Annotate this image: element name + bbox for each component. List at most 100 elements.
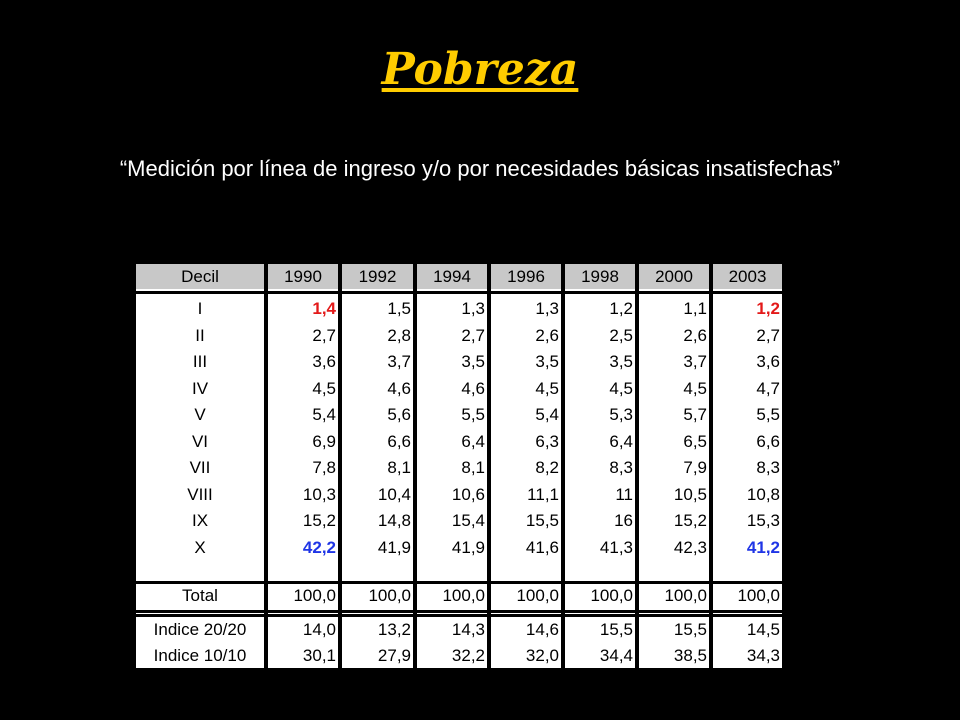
row-label: VII bbox=[189, 458, 211, 477]
table-cell: 10,6 bbox=[451, 484, 485, 504]
index-cell: 14,0 bbox=[302, 620, 336, 639]
index-cell: 14,3 bbox=[451, 620, 485, 639]
total-cell: 100,0 bbox=[737, 586, 780, 605]
table-cell: 1,3 bbox=[461, 299, 485, 318]
table-cell: 4,6 bbox=[387, 378, 411, 398]
header-year: 1994 bbox=[417, 264, 487, 289]
table-cell: 3,5 bbox=[535, 352, 559, 371]
table-cell: 41,9 bbox=[377, 537, 411, 557]
row-label-index: Indice 20/20 bbox=[153, 620, 247, 639]
table-cell: 5,5 bbox=[461, 405, 485, 424]
table-cell: 4,5 bbox=[609, 378, 633, 398]
header-year: 1992 bbox=[342, 264, 413, 289]
table-cell: 15,4 bbox=[451, 511, 485, 530]
table-cell: 5,3 bbox=[609, 405, 633, 424]
column-divider bbox=[635, 262, 639, 670]
table-cell: 2,6 bbox=[683, 325, 707, 345]
table-cell: 6,9 bbox=[312, 431, 336, 451]
table-cell: 41,9 bbox=[451, 537, 485, 557]
table-cell: 4,5 bbox=[535, 378, 559, 398]
table-cell: 42,3 bbox=[673, 537, 707, 557]
header-year: 1990 bbox=[268, 264, 338, 289]
column-divider bbox=[487, 262, 491, 670]
table-cell: 8,3 bbox=[756, 458, 780, 477]
table-cell: 41,2 bbox=[746, 537, 780, 557]
table-cell: 6,4 bbox=[461, 431, 485, 451]
table-cell: 3,5 bbox=[609, 352, 633, 371]
table-cell: 15,2 bbox=[673, 511, 707, 530]
table-cell: 41,3 bbox=[599, 537, 633, 557]
table-cell: 6,5 bbox=[683, 431, 707, 451]
table-cell: 2,6 bbox=[535, 325, 559, 345]
table-cell: 6,6 bbox=[387, 431, 411, 451]
column-divider bbox=[561, 262, 565, 670]
row-label: III bbox=[192, 352, 208, 371]
table-cell: 4,7 bbox=[756, 378, 780, 398]
total-cell: 100,0 bbox=[590, 586, 633, 605]
table-cell: 1,1 bbox=[683, 299, 707, 318]
table-cell: 3,5 bbox=[461, 352, 485, 371]
table-cell: 15,5 bbox=[525, 511, 559, 530]
row-label: I bbox=[197, 299, 203, 318]
row-label: II bbox=[195, 325, 205, 345]
index-cell: 14,5 bbox=[746, 620, 780, 639]
index-cell: 13,2 bbox=[377, 620, 411, 639]
table-cell: 2,7 bbox=[461, 325, 485, 345]
table-cell: 4,5 bbox=[312, 378, 336, 398]
index-cell: 34,3 bbox=[746, 646, 780, 665]
table-cell: 42,2 bbox=[302, 537, 336, 557]
table-cell: 3,7 bbox=[683, 352, 707, 371]
table-cell: 10,8 bbox=[746, 484, 780, 504]
header-year: 2003 bbox=[713, 264, 782, 289]
table-cell: 10,5 bbox=[673, 484, 707, 504]
table-cell: 2,7 bbox=[312, 325, 336, 345]
table-cell: 8,2 bbox=[535, 458, 559, 477]
index-cell: 15,5 bbox=[673, 620, 707, 639]
header-year: 1996 bbox=[491, 264, 561, 289]
header-year: 2000 bbox=[639, 264, 709, 289]
table-cell: 4,5 bbox=[683, 378, 707, 398]
table-cell: 1,2 bbox=[756, 299, 780, 318]
index-cell: 34,4 bbox=[599, 646, 633, 665]
table-cell: 5,4 bbox=[312, 405, 336, 424]
table-cell: 14,8 bbox=[377, 511, 411, 530]
table-cell: 15,3 bbox=[746, 511, 780, 530]
row-label: V bbox=[194, 405, 206, 424]
table-cell: 3,7 bbox=[387, 352, 411, 371]
table-cell: 8,3 bbox=[609, 458, 633, 477]
column-divider bbox=[338, 262, 342, 670]
index-cell: 30,1 bbox=[302, 646, 336, 665]
table-cell: 2,8 bbox=[387, 325, 411, 345]
table-cell: 3,6 bbox=[312, 352, 336, 371]
slide-title: Pobreza bbox=[381, 44, 579, 95]
table-cell: 7,9 bbox=[683, 458, 707, 477]
table-cell: 11 bbox=[615, 484, 633, 504]
table-cell: 1,3 bbox=[535, 299, 559, 318]
table-cell: 6,3 bbox=[535, 431, 559, 451]
row-label: VI bbox=[191, 431, 209, 451]
column-divider bbox=[264, 262, 268, 670]
row-divider bbox=[136, 291, 782, 294]
table-cell: 41,6 bbox=[525, 537, 559, 557]
row-divider bbox=[136, 262, 782, 264]
row-label-total: Total bbox=[182, 586, 218, 605]
row-label-index: Indice 10/10 bbox=[153, 646, 247, 665]
table-cell: 16 bbox=[614, 511, 633, 530]
total-cell: 100,0 bbox=[368, 586, 411, 605]
table-cell: 5,4 bbox=[535, 405, 559, 424]
column-divider bbox=[413, 262, 417, 670]
table-cell: 1,2 bbox=[609, 299, 633, 318]
slide-subtitle: “Medición por línea de ingreso y/o por n… bbox=[119, 156, 841, 181]
row-label: VIII bbox=[187, 484, 213, 504]
table-cell: 4,6 bbox=[461, 378, 485, 398]
table-cell: 1,4 bbox=[312, 299, 336, 318]
table-cell: 6,4 bbox=[609, 431, 633, 451]
index-cell: 27,9 bbox=[377, 646, 411, 665]
table-cell: 3,6 bbox=[756, 352, 780, 371]
table-cell: 5,5 bbox=[756, 405, 780, 424]
row-divider bbox=[136, 581, 782, 584]
row-divider bbox=[136, 614, 782, 617]
index-cell: 14,6 bbox=[525, 620, 559, 639]
total-cell: 100,0 bbox=[293, 586, 336, 605]
row-divider bbox=[136, 610, 782, 613]
